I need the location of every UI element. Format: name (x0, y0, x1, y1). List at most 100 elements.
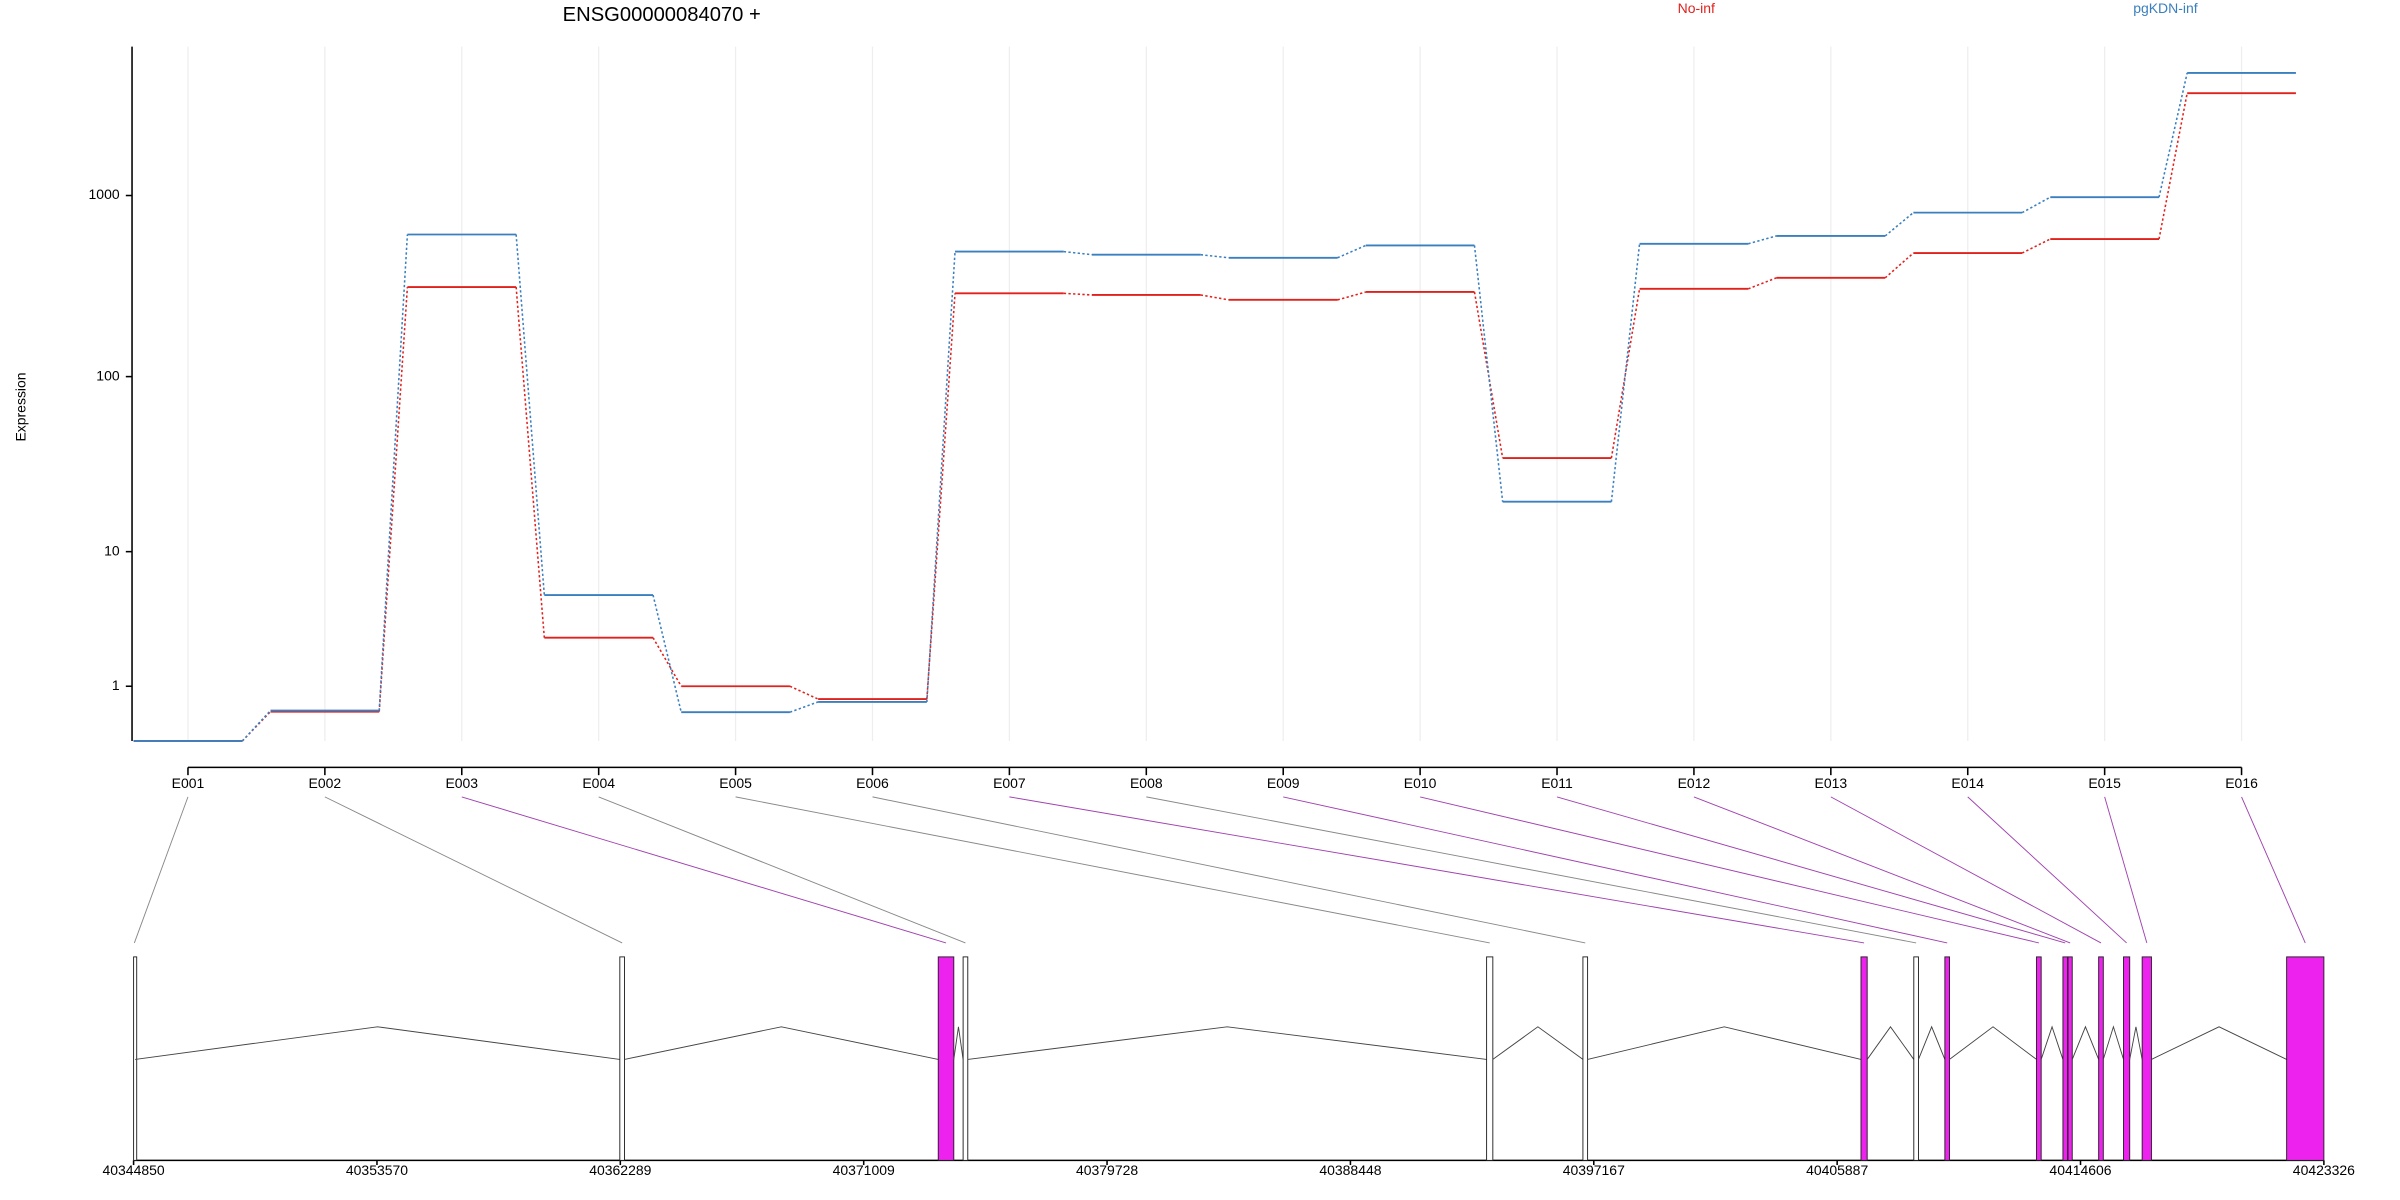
exon-box (937, 956, 955, 1161)
connector (2021, 238, 2051, 254)
intron (135, 1026, 620, 1060)
exon-link (1693, 796, 2071, 944)
connector (1884, 212, 1914, 237)
genomic-tick-label: 40423326 (2293, 1162, 2355, 1178)
y-tick-label: 1000 (89, 186, 120, 202)
exon-link (461, 796, 947, 944)
chart-title: ENSG00000084070 + (563, 4, 761, 26)
connector (1337, 244, 1367, 259)
exon-link (872, 796, 1586, 944)
connector (1473, 291, 1504, 459)
connector (1884, 252, 1914, 279)
intron (1587, 1026, 1862, 1060)
x-tick-label: E004 (582, 775, 615, 791)
exon-box (1944, 956, 1950, 1161)
exon-link (1967, 796, 2127, 944)
exon-box (962, 956, 969, 1161)
x-tick-label: E005 (719, 775, 752, 791)
connector (241, 710, 272, 742)
connector (652, 594, 682, 713)
connector (2158, 92, 2188, 240)
connector (1610, 243, 1641, 502)
exon-box (2286, 956, 2325, 1161)
connector (652, 637, 682, 687)
exon-link (1420, 796, 2039, 944)
x-tick-label: E010 (1404, 775, 1437, 791)
genomic-tick-label: 40344850 (103, 1162, 165, 1178)
connector (789, 685, 819, 700)
exon-link (1009, 796, 1865, 944)
exon-link (1556, 796, 2066, 944)
x-tick-label: E008 (1130, 775, 1163, 791)
y-tick-label: 100 (96, 367, 120, 383)
genomic-tick-label: 40379728 (1076, 1162, 1138, 1178)
connector (1063, 292, 1092, 296)
intron (1866, 1025, 1915, 1060)
connector (378, 234, 409, 711)
intron (1492, 1026, 1584, 1060)
genomic-tick-label: 40362289 (589, 1162, 651, 1178)
x-tick-label: E003 (445, 775, 478, 791)
intron (1949, 1026, 2037, 1060)
exon-link (1146, 796, 1917, 944)
connector (789, 701, 819, 713)
connector (1473, 245, 1504, 502)
x-tick-label: E014 (1951, 775, 1984, 791)
intron (2129, 1026, 2143, 1060)
connector (1337, 291, 1366, 301)
exon-box (1913, 956, 1919, 1161)
y-tick-label: 1 (112, 677, 120, 693)
exon-box (2036, 956, 2042, 1161)
exon-box (2062, 956, 2069, 1161)
x-tick-label: E009 (1267, 775, 1300, 791)
exon-link (598, 796, 966, 944)
x-tick-label: E013 (1815, 775, 1848, 791)
x-tick-label: E015 (2088, 775, 2121, 791)
connector (2021, 196, 2051, 214)
exon-box (2067, 956, 2073, 1161)
genomic-tick-label: 40353570 (346, 1162, 408, 1178)
genomic-tick-label: 40414606 (2049, 1162, 2111, 1178)
y-tick-label: 10 (104, 542, 120, 558)
x-tick-label: E007 (993, 775, 1026, 791)
exon-box (1486, 956, 1494, 1161)
exon-box (133, 956, 138, 1161)
x-tick-label: E006 (856, 775, 889, 791)
exon-link (324, 796, 623, 944)
exon-box (619, 956, 625, 1161)
connector (926, 251, 956, 702)
legend-entry: pgKDN-inf (2133, 0, 2198, 16)
connector (515, 286, 546, 638)
exon-link (2241, 796, 2306, 944)
exon-box (2098, 956, 2104, 1161)
connector (1200, 253, 1229, 259)
exon-box (2141, 956, 2152, 1161)
intron (953, 1026, 964, 1060)
connector (1610, 288, 1641, 459)
intron (624, 1026, 939, 1060)
exon-box (2123, 956, 2131, 1161)
legend-entry: No-inf (1678, 0, 1715, 16)
intron (2040, 1025, 2064, 1060)
intron (1918, 1025, 1946, 1060)
intron (967, 1026, 1487, 1060)
exon-link (133, 796, 189, 944)
genomic-tick-label: 40397167 (1563, 1162, 1625, 1178)
intron (2102, 1025, 2124, 1060)
x-tick-label: E011 (1541, 775, 1573, 791)
connector (378, 287, 409, 712)
x-tick-label: E001 (172, 775, 205, 791)
genomic-tick-label: 40405887 (1806, 1162, 1868, 1178)
exon-box (1582, 956, 1589, 1161)
connector (1748, 235, 1777, 245)
intron (2071, 1025, 2100, 1060)
exon-link (735, 796, 1490, 944)
connector (1748, 277, 1777, 290)
x-tick-label: E016 (2225, 775, 2258, 791)
exon-link (2104, 796, 2148, 944)
connector (515, 234, 546, 596)
genomic-tick-label: 40388448 (1319, 1162, 1381, 1178)
connector (1063, 250, 1093, 256)
x-tick-label: E012 (1678, 775, 1711, 791)
